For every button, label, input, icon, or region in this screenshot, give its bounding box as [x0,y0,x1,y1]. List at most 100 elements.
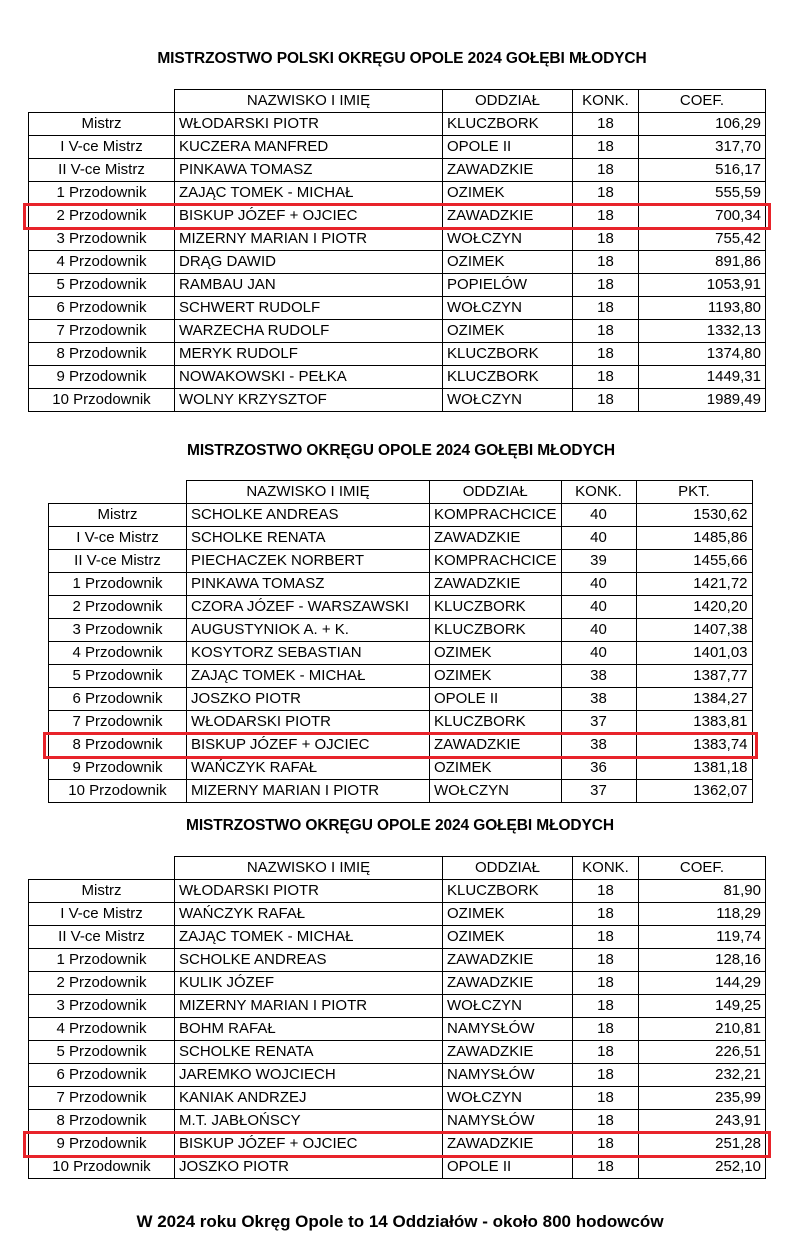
section-title: MISTRZOSTWO POLSKI OKRĘGU OPOLE 2024 GOŁ… [157,50,647,67]
cell-konk: 40 [560,641,637,665]
table-row: 3 Przodownik AUGUSTYNIOK A. + K. KLUCZBORK… [48,618,753,642]
header-cell-value: COEF. [638,89,766,113]
cell-rank: 3 Przodownik [28,994,175,1018]
table-row: 4 Przodownik BOHM RAFAŁ NAMYSŁÓW 18 210,81 [28,1017,766,1041]
cell-value: 1530,62 [635,503,753,527]
table-row: 7 Przodownik WŁODARSKI PIOTR KLUCZBORK 37 13… [48,710,753,734]
table-row: II V-ce Mistrz ZAJĄC TOMEK - MICHAŁ OZIMEK… [28,925,766,949]
cell-value: 144,29 [638,971,766,995]
cell-club: KLUCZBORK [429,595,562,619]
table-row: 6 Przodownik JAREMKO WOJCIECH NAMYSŁÓW 18 23… [28,1063,766,1087]
cell-konk: 18 [572,971,639,995]
cell-rank: 8 Przodownik [48,733,187,757]
cell-rank: 10 Przodownik [48,779,187,803]
cell-name: PIECHACZEK NORBERT [186,549,430,573]
cell-rank: II V-ce Mistrz [48,549,187,573]
cell-club: NAMYSŁÓW [442,1063,573,1087]
cell-rank: 9 Przodownik [28,365,175,389]
cell-konk: 18 [572,181,639,205]
cell-value: 210,81 [638,1017,766,1041]
cell-value: 119,74 [638,925,766,949]
cell-konk: 18 [572,1086,639,1110]
cell-konk: 18 [572,1017,639,1041]
section-title: MISTRZOSTWO OKRĘGU OPOLE 2024 GOŁĘBI MŁO… [187,442,615,459]
header-cell-club: ODDZIAŁ [429,480,562,504]
header-cell-konk: KONK. [572,856,639,880]
cell-konk: 40 [560,618,637,642]
cell-rank: 7 Przodownik [28,1086,175,1110]
cell-club: OPOLE II [429,687,562,711]
cell-name: ZAJĄC TOMEK - MICHAŁ [174,925,443,949]
cell-value: 1374,80 [638,342,766,366]
header-cell-rank [29,90,175,113]
cell-value: 555,59 [638,181,766,205]
cell-rank: I V-ce Mistrz [28,135,175,159]
cell-value: 1362,07 [635,779,753,803]
cell-value: 516,17 [638,158,766,182]
table-row: 9 Przodownik BISKUP JÓZEF + OJCIEC ZAWADZK… [28,1132,766,1156]
cell-name: WAŃCZYK RAFAŁ [174,902,443,926]
cell-konk: 18 [572,388,639,412]
cell-konk: 36 [560,756,637,780]
cell-konk: 18 [572,1063,639,1087]
table-head: NAZWISKO I IMIĘ ODDZIAŁ KONK. PKT. [49,480,753,504]
cell-club: KLUCZBORK [429,710,562,734]
table-row: 10 Przodownik MIZERNY MARIAN I PIOTR WOŁCZ… [48,779,753,803]
table-row: 1 Przodownik PINKAWA TOMASZ ZAWADZKIE 40 142… [48,572,753,596]
table-row: II V-ce Mistrz PIECHACZEK NORBERT KOMPRACH… [48,549,753,573]
cell-konk: 18 [572,112,639,136]
cell-club: ZAWADZKIE [442,948,573,972]
table-row: 1 Przodownik SCHOLKE ANDREAS ZAWADZKIE 18 12… [28,948,766,972]
footer-note: W 2024 roku Okręg Opole to 14 Oddziałów … [136,1212,664,1231]
cell-club: KOMPRACHCICE [429,549,562,573]
cell-rank: 3 Przodownik [48,618,187,642]
cell-name: CZORA JÓZEF - WARSZAWSKI [186,595,430,619]
cell-konk: 18 [572,994,639,1018]
cell-club: ZAWADZKIE [429,733,562,757]
cell-club: OZIMEK [429,664,562,688]
header-cell-rank [49,481,187,504]
table-row: 3 Przodownik MIZERNY MARIAN I PIOTR WOŁCZY… [28,227,766,251]
table-row: 10 Przodownik JOSZKO PIOTR OPOLE II 18 252,1… [28,1155,766,1179]
cell-rank: 2 Przodownik [48,595,187,619]
cell-name: KOSYTORZ SEBASTIAN [186,641,430,665]
cell-club: KLUCZBORK [442,365,573,389]
cell-konk: 18 [572,204,639,228]
table-row: 3 Przodownik MIZERNY MARIAN I PIOTR WOŁCZY… [28,994,766,1018]
cell-value: 1407,38 [635,618,753,642]
cell-rank: 7 Przodownik [48,710,187,734]
cell-rank: 4 Przodownik [48,641,187,665]
cell-konk: 18 [572,319,639,343]
table-body: Mistrz WŁODARSKI PIOTR KLUCZBORK 18 106,29 I … [28,112,766,412]
cell-name: SCHOLKE RENATA [186,526,430,550]
table-head: NAZWISKO I IMIĘ ODDZIAŁ KONK. COEF. [29,856,766,880]
ranking-table-wrap: NAZWISKO I IMIĘ ODDZIAŁ KONK. COEF. Mist… [23,89,800,412]
cell-club: OZIMEK [442,902,573,926]
cell-rank: II V-ce Mistrz [28,925,175,949]
cell-value: 891,86 [638,250,766,274]
cell-rank: 4 Przodownik [28,250,175,274]
cell-value: 1383,74 [635,733,753,757]
table-header-row: NAZWISKO I IMIĘ ODDZIAŁ KONK. COEF. [29,856,766,880]
cell-club: KLUCZBORK [442,342,573,366]
cell-value: 106,29 [638,112,766,136]
cell-club: WOŁCZYN [429,779,562,803]
ranking-table-wrap: NAZWISKO I IMIĘ ODDZIAŁ KONK. COEF. Mist… [23,856,800,1179]
header-cell-club: ODDZIAŁ [442,89,573,113]
cell-name: RAMBAU JAN [174,273,443,297]
table-body: Mistrz WŁODARSKI PIOTR KLUCZBORK 18 81,90 I V… [28,879,766,1179]
cell-name: BISKUP JÓZEF + OJCIEC [174,1132,443,1156]
header-cell-name: NAZWISKO I IMIĘ [186,480,430,504]
cell-konk: 18 [572,1040,639,1064]
cell-name: JOSZKO PIOTR [186,687,430,711]
header-cell-value: COEF. [638,856,766,880]
cell-club: WOŁCZYN [442,994,573,1018]
ranking-table-wrap: NAZWISKO I IMIĘ ODDZIAŁ KONK. PKT. Mistr… [43,480,800,803]
cell-value: 226,51 [638,1040,766,1064]
cell-konk: 40 [560,526,637,550]
cell-value: 755,42 [638,227,766,251]
cell-konk: 40 [560,572,637,596]
cell-rank: 6 Przodownik [28,296,175,320]
cell-name: ZAJĄC TOMEK - MICHAŁ [186,664,430,688]
cell-value: 232,21 [638,1063,766,1087]
